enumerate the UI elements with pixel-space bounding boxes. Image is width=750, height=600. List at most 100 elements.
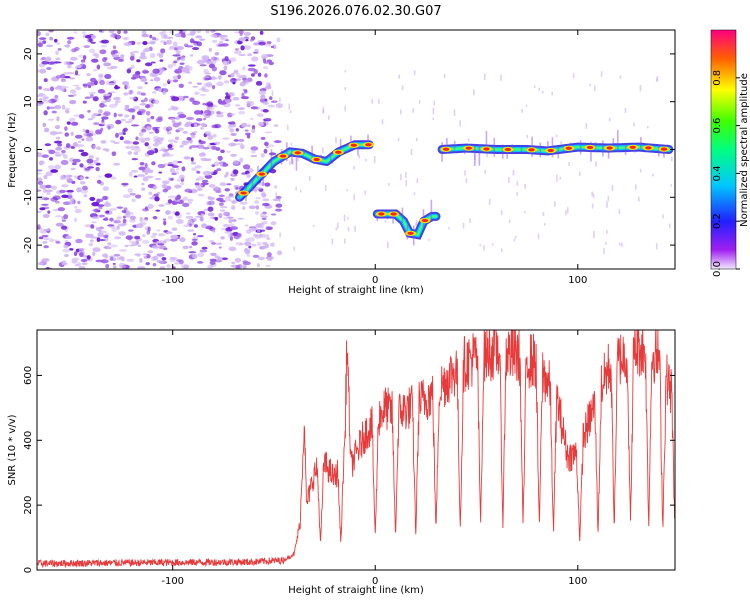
noise-blob bbox=[214, 141, 221, 145]
noise-blob bbox=[66, 121, 71, 125]
noise-blob bbox=[107, 246, 112, 250]
noise-blob bbox=[47, 165, 55, 170]
noise-blob bbox=[233, 139, 239, 142]
noise-blob bbox=[73, 31, 78, 34]
track-spike bbox=[303, 149, 305, 155]
noise-blob bbox=[267, 256, 273, 261]
noise-blob bbox=[71, 162, 77, 166]
noise-blob bbox=[42, 122, 47, 128]
noise-blob bbox=[231, 219, 236, 222]
noise-speckle bbox=[312, 225, 315, 228]
noise-blob bbox=[153, 76, 161, 82]
noise-blob bbox=[223, 65, 228, 71]
noise-blob bbox=[39, 68, 47, 74]
snr-x-tick-label: 0 bbox=[372, 576, 378, 587]
noise-blob bbox=[98, 239, 106, 242]
noise-speckle bbox=[618, 209, 621, 215]
noise-blob bbox=[37, 169, 43, 172]
noise-speckle bbox=[275, 192, 278, 200]
noise-blob bbox=[131, 158, 139, 161]
noise-blob bbox=[147, 226, 151, 232]
track-spike bbox=[473, 144, 476, 166]
noise-blob bbox=[127, 108, 136, 113]
noise-blob bbox=[156, 253, 165, 257]
noise-speckle bbox=[328, 115, 330, 120]
noise-blob bbox=[182, 202, 190, 208]
noise-blob bbox=[249, 38, 254, 42]
noise-blob bbox=[86, 255, 91, 260]
noise-blob bbox=[122, 218, 127, 224]
noise-speckle bbox=[331, 238, 334, 245]
noise-blob bbox=[59, 73, 66, 79]
noise-blob bbox=[217, 155, 223, 161]
noise-blob bbox=[38, 37, 47, 40]
noise-speckle bbox=[605, 241, 607, 245]
noise-blob bbox=[71, 259, 78, 264]
noise-blob bbox=[110, 244, 118, 248]
noise-blob bbox=[254, 48, 259, 53]
noise-blob bbox=[245, 132, 251, 136]
noise-blob bbox=[273, 185, 278, 189]
noise-blob bbox=[221, 43, 229, 47]
noise-blob bbox=[117, 30, 122, 35]
noise-blob bbox=[177, 127, 184, 131]
noise-blob bbox=[169, 238, 178, 242]
noise-blob bbox=[38, 93, 47, 98]
noise-blob bbox=[77, 140, 82, 144]
noise-blob bbox=[86, 73, 91, 77]
noise-blob bbox=[197, 252, 204, 258]
noise-blob bbox=[100, 140, 107, 144]
noise-blob bbox=[144, 170, 148, 176]
noise-blob bbox=[151, 36, 157, 41]
noise-blob bbox=[99, 214, 106, 218]
spectrogram-x-tick-label: 0 bbox=[372, 275, 378, 286]
track-spike bbox=[612, 138, 615, 149]
noise-blob bbox=[123, 127, 128, 132]
noise-blob bbox=[190, 145, 199, 148]
noise-blob bbox=[74, 134, 83, 139]
noise-blob bbox=[141, 182, 145, 186]
noise-blob bbox=[75, 238, 83, 244]
noise-blob bbox=[215, 190, 222, 194]
snr-x-ticks: -100 0 100 bbox=[161, 330, 587, 587]
noise-blob bbox=[171, 165, 179, 168]
noise-speckle bbox=[507, 177, 510, 183]
noise-blob bbox=[190, 132, 196, 136]
noise-blob bbox=[177, 74, 181, 80]
noise-blob bbox=[131, 198, 136, 203]
noise-speckle bbox=[278, 197, 281, 202]
noise-blob bbox=[49, 86, 55, 92]
noise-blob bbox=[246, 124, 251, 128]
colorbar-tick-label: 0.0 bbox=[712, 261, 723, 277]
noise-blob bbox=[250, 146, 259, 151]
noise-blob bbox=[123, 42, 132, 47]
noise-speckle bbox=[668, 223, 671, 229]
noise-blob bbox=[227, 216, 234, 219]
noise-blob bbox=[173, 140, 178, 144]
noise-blob bbox=[208, 47, 212, 52]
colorbar-tick-label: 0.2 bbox=[712, 213, 723, 229]
noise-blob bbox=[195, 185, 201, 189]
noise-blob bbox=[192, 253, 198, 259]
noise-blob bbox=[93, 159, 98, 165]
noise-blob bbox=[174, 116, 181, 120]
noise-blob bbox=[105, 201, 109, 206]
noise-blob bbox=[171, 227, 178, 231]
noise-blob bbox=[197, 261, 204, 264]
noise-blob bbox=[261, 245, 267, 249]
noise-blob bbox=[134, 235, 141, 240]
noise-blob bbox=[180, 33, 186, 38]
noise-blob bbox=[129, 96, 137, 100]
noise-blob bbox=[78, 247, 86, 250]
noise-blob bbox=[129, 219, 136, 223]
noise-blob bbox=[266, 252, 272, 257]
noise-blob bbox=[176, 57, 181, 61]
noise-blob bbox=[239, 201, 248, 205]
noise-blob bbox=[46, 44, 54, 48]
noise-blob bbox=[265, 82, 271, 87]
noise-blob bbox=[167, 147, 174, 151]
noise-speckle bbox=[591, 203, 594, 209]
noise-blob bbox=[129, 192, 136, 196]
track-spike bbox=[392, 213, 394, 224]
spectrogram-y-ticks: 20 10 0 -10 -20 bbox=[23, 48, 675, 253]
